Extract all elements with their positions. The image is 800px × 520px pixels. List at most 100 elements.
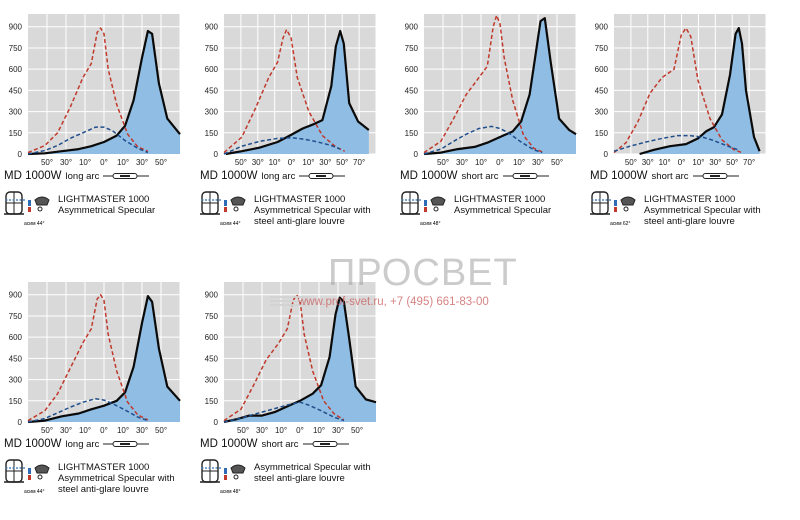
- x-tick-label: 10°: [692, 158, 704, 167]
- x-tick-label: 10°: [269, 158, 281, 167]
- y-tick-label: 450: [595, 86, 609, 95]
- series-area: [225, 31, 369, 154]
- x-tick-label: 10°: [275, 426, 287, 435]
- x-tick-label: 10°: [79, 426, 91, 435]
- series-line-dashed: [613, 27, 743, 154]
- lamp-label: MD 1000W long arc: [200, 170, 346, 182]
- arc-type: long arc: [261, 171, 296, 182]
- x-tick-label: 0°: [100, 426, 108, 435]
- x-tick-label: 50°: [235, 158, 247, 167]
- x-tick-label: 30°: [252, 158, 264, 167]
- x-tick-label: 70°: [353, 158, 365, 167]
- x-tick-label: 30°: [642, 158, 654, 167]
- y-tick-label: 0: [214, 150, 219, 159]
- lamp-model: MD 1000W: [590, 170, 648, 182]
- x-tick-label: 30°: [60, 158, 72, 167]
- y-tick-label: 900: [405, 23, 419, 32]
- y-tick-label: 150: [205, 397, 219, 406]
- y-tick-label: 0: [18, 418, 23, 427]
- intensity-chart: 0 150 300 450 600 750 900 50° 30° 10° 0° 10° 30° 50°: [9, 14, 181, 167]
- luminaire-description: LIGHTMASTER 1000 Asymmetrical Specular: [454, 194, 552, 216]
- y-tick-label: 300: [9, 108, 23, 117]
- photometric-panel: 0 150 300 450 600 750 900 50° 30° 10° 0° 10° 30° 50° 7…: [588, 6, 773, 251]
- y-tick-label: 450: [205, 354, 219, 363]
- x-tick-label: 30°: [256, 426, 268, 435]
- series-line-solid: [423, 17, 577, 156]
- x-tick-label: 30°: [60, 426, 72, 435]
- y-tick-label: 150: [205, 129, 219, 138]
- x-tick-label: 50°: [625, 158, 637, 167]
- x-tick-label: 30°: [456, 158, 468, 167]
- lamp-model: MD 1000W: [200, 170, 258, 182]
- y-tick-label: 750: [9, 44, 23, 53]
- lamp-label: MD 1000W short arc: [590, 170, 739, 182]
- y-tick-label: 750: [595, 44, 609, 53]
- series-area: [424, 18, 576, 155]
- luminaire-description: LIGHTMASTER 1000 Asymmetrical Specular: [58, 194, 156, 216]
- x-tick-label: 10°: [513, 158, 525, 167]
- luminaire-icon: асим 62°: [590, 191, 636, 227]
- x-tick-label: 70°: [743, 158, 755, 167]
- series-line-solid: [223, 296, 377, 424]
- y-tick-label: 450: [9, 354, 23, 363]
- x-tick-label: 0°: [678, 158, 686, 167]
- y-tick-label: 150: [595, 129, 609, 138]
- lamp-tube-icon: [502, 172, 549, 179]
- intensity-chart: 0 150 300 450 600 750 900 50° 30° 10° 0° 10° 30° 50° 7…: [595, 14, 767, 167]
- y-tick-label: 150: [405, 129, 419, 138]
- x-tick-label: 10°: [302, 158, 314, 167]
- lamp-label: MD 1000W short arc: [400, 170, 549, 182]
- series-line-dashed: [613, 134, 739, 152]
- y-tick-label: 600: [9, 333, 23, 342]
- x-tick-label: 0°: [288, 158, 296, 167]
- lamp-model: MD 1000W: [400, 170, 458, 182]
- lamp-model: MD 1000W: [200, 438, 258, 450]
- x-tick-label: 10°: [79, 158, 91, 167]
- x-tick-label: 10°: [475, 158, 487, 167]
- y-tick-label: 0: [414, 150, 419, 159]
- x-tick-label: 50°: [726, 158, 738, 167]
- x-tick-label: 0°: [496, 158, 504, 167]
- luminaire-description: LIGHTMASTER 1000 Asymmetrical Specular w…: [254, 194, 371, 227]
- series-line-dashed: [223, 136, 341, 155]
- x-tick-label: 10°: [313, 426, 325, 435]
- series-line-dashed: [223, 28, 346, 154]
- y-tick-label: 150: [9, 397, 23, 406]
- luminaire-icon: асим 44°: [4, 459, 50, 495]
- photometric-panel: 0 150 300 450 600 750 900 50° 30° 10° 0° 10° 30° 50° M…: [2, 274, 187, 519]
- luminaire-description: Asymmetrical Specular with steel anti-gl…: [254, 462, 371, 484]
- x-tick-label: 30°: [136, 158, 148, 167]
- x-tick-label: 0°: [296, 426, 304, 435]
- x-tick-label: 0°: [100, 158, 108, 167]
- photometric-panel: 0 150 300 450 600 750 900 50° 30° 10° 0° 10° 30° 50° 7…: [198, 6, 383, 251]
- beam-angle-label: асим 44°: [24, 489, 44, 495]
- series-area: [224, 297, 376, 422]
- x-tick-label: 10°: [659, 158, 671, 167]
- photometric-panel: 0 150 300 450 600 750 900 50° 30° 10° 0° 10° 30° 50° M…: [198, 274, 383, 519]
- photometric-panel: 0 150 300 450 600 750 900 50° 30° 10° 0° 10° 30° 50° M…: [398, 6, 583, 251]
- intensity-chart: 0 150 300 450 600 750 900 50° 30° 10° 0° 10° 30° 50° 7…: [205, 14, 377, 167]
- lamp-model: MD 1000W: [4, 170, 62, 182]
- series-line-dashed: [27, 126, 149, 155]
- x-tick-label: 50°: [237, 426, 249, 435]
- series-line-solid: [27, 29, 181, 156]
- x-tick-label: 50°: [41, 426, 53, 435]
- y-tick-label: 750: [205, 44, 219, 53]
- series-line-solid: [639, 27, 761, 156]
- y-tick-label: 450: [205, 86, 219, 95]
- arc-type: short arc: [261, 439, 299, 450]
- y-tick-label: 600: [205, 333, 219, 342]
- x-tick-label: 50°: [155, 158, 167, 167]
- luminaire-icon: асим 44°: [4, 191, 50, 227]
- series-line-solid: [225, 29, 370, 156]
- intensity-chart: 0 150 300 450 600 750 900 50° 30° 10° 0° 10° 30° 50°: [405, 14, 577, 167]
- lamp-tube-icon: [103, 440, 150, 447]
- y-tick-label: 900: [9, 23, 23, 32]
- series-area: [639, 28, 760, 155]
- intensity-chart: 0 150 300 450 600 750 900 50° 30° 10° 0° 10° 30° 50°: [205, 282, 377, 435]
- luminaire-icon: асим 44°: [200, 191, 246, 227]
- lamp-tube-icon: [692, 172, 739, 179]
- x-tick-label: 50°: [41, 158, 53, 167]
- beam-angle-label: асим 44°: [24, 221, 44, 227]
- beam-angle-label: асим 62°: [610, 221, 630, 227]
